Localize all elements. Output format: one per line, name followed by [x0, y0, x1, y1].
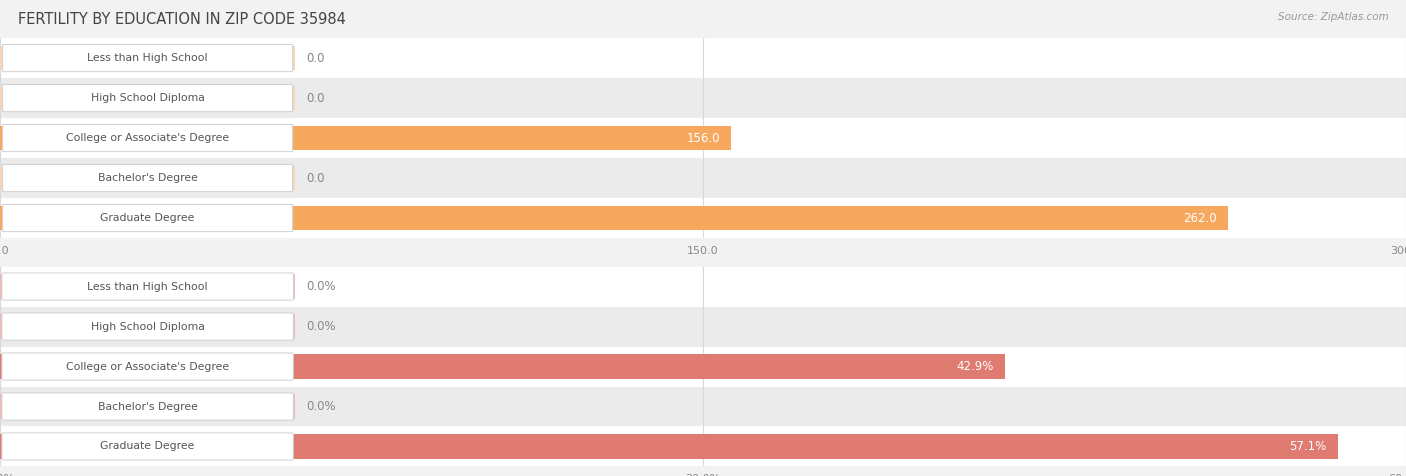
Bar	[0, 267, 1406, 307]
Bar	[0, 434, 1339, 459]
Bar	[0, 118, 1406, 158]
FancyBboxPatch shape	[3, 44, 292, 72]
Bar	[0, 78, 1406, 118]
FancyBboxPatch shape	[3, 124, 292, 152]
Text: College or Associate's Degree: College or Associate's Degree	[66, 361, 229, 372]
Text: Source: ZipAtlas.com: Source: ZipAtlas.com	[1278, 12, 1389, 22]
Text: Less than High School: Less than High School	[87, 281, 208, 292]
Text: FERTILITY BY EDUCATION IN ZIP CODE 35984: FERTILITY BY EDUCATION IN ZIP CODE 35984	[18, 12, 346, 27]
Text: 0.0: 0.0	[307, 171, 325, 185]
Bar	[0, 46, 295, 70]
Text: High School Diploma: High School Diploma	[91, 321, 204, 332]
Bar	[0, 158, 1406, 198]
Bar	[0, 426, 1406, 466]
Text: Graduate Degree: Graduate Degree	[100, 213, 195, 223]
Text: 0.0: 0.0	[307, 51, 325, 65]
Text: 42.9%: 42.9%	[956, 360, 994, 373]
Bar	[0, 274, 295, 299]
Bar	[0, 38, 1406, 78]
FancyBboxPatch shape	[1, 393, 294, 420]
Bar	[0, 314, 295, 339]
Bar	[0, 347, 1406, 387]
Text: 0.0: 0.0	[307, 91, 325, 105]
Bar	[0, 198, 1406, 238]
Text: 262.0: 262.0	[1182, 211, 1216, 225]
FancyBboxPatch shape	[1, 273, 294, 300]
FancyBboxPatch shape	[3, 84, 292, 112]
Text: Bachelor's Degree: Bachelor's Degree	[97, 401, 198, 412]
Text: 57.1%: 57.1%	[1289, 440, 1327, 453]
Bar	[0, 394, 295, 419]
FancyBboxPatch shape	[1, 433, 294, 460]
Bar	[0, 307, 1406, 347]
Text: Bachelor's Degree: Bachelor's Degree	[97, 173, 198, 183]
Text: 0.0%: 0.0%	[307, 320, 336, 333]
Bar	[0, 166, 295, 190]
Text: 0.0%: 0.0%	[307, 280, 336, 293]
Text: College or Associate's Degree: College or Associate's Degree	[66, 133, 229, 143]
Text: 0.0%: 0.0%	[307, 400, 336, 413]
Text: Graduate Degree: Graduate Degree	[100, 441, 195, 452]
Bar	[0, 354, 1005, 379]
FancyBboxPatch shape	[1, 353, 294, 380]
FancyBboxPatch shape	[1, 313, 294, 340]
Text: High School Diploma: High School Diploma	[91, 93, 204, 103]
FancyBboxPatch shape	[3, 164, 292, 192]
Bar	[0, 126, 731, 150]
Bar	[0, 86, 295, 110]
Bar	[0, 387, 1406, 426]
Bar	[0, 206, 1227, 230]
Text: Less than High School: Less than High School	[87, 53, 208, 63]
FancyBboxPatch shape	[3, 204, 292, 232]
Text: 156.0: 156.0	[686, 131, 720, 145]
